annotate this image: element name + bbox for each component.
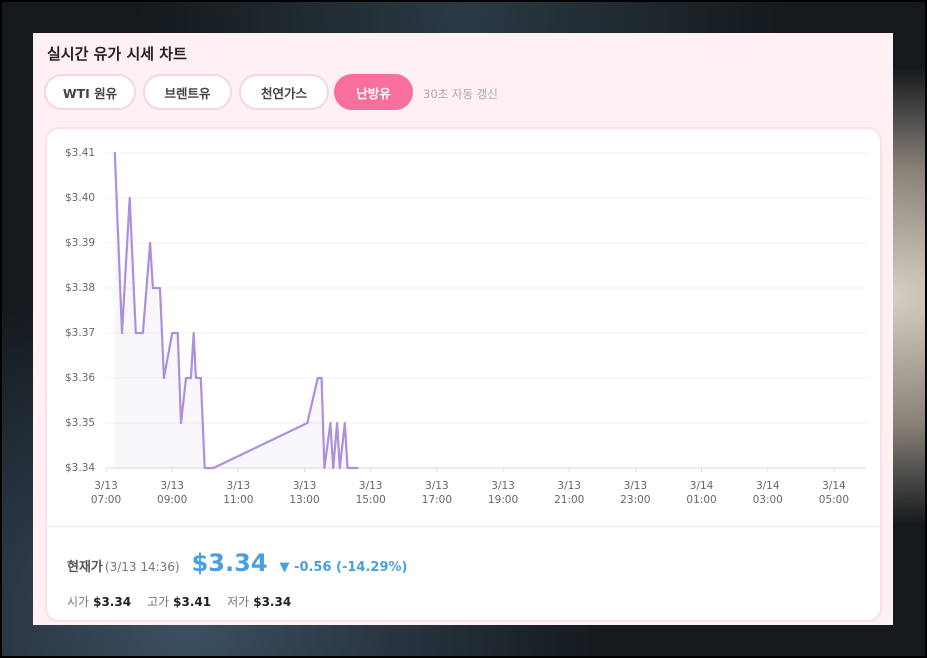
refresh-note: 30초 자동 갱신 [423,87,498,101]
stat-label: 시가 [67,595,90,609]
stat-value: $3.41 [173,595,212,609]
chart: $3.34 $3.35 $3.36 $3.37 $3.38 $3.39 $3.40 $3.41… [65,147,867,506]
chart-panel: $3.34 $3.35 $3.36 $3.37 $3.38 $3.39 $3.40 $3.41… [45,127,882,622]
x-tick-label: 3/13 15:00 [356,480,386,506]
y-tick-label: $3.39 [65,237,95,249]
y-tick-label: $3.41 [65,147,95,159]
line-area [114,153,358,468]
divider [47,526,880,527]
y-tick-label: $3.37 [65,327,95,339]
stat-value: $3.34 [93,595,132,609]
stat-value: $3.34 [253,595,292,609]
y-tick-label: $3.40 [65,192,95,204]
stat: 저가 $3.34 [227,593,291,610]
tab[interactable]: 난방유 [334,74,413,110]
y-tick-label: $3.36 [65,372,95,384]
tab[interactable]: 브렌트유 [143,74,232,110]
x-tick-label: 3/14 05:00 [819,480,849,506]
tab[interactable]: WTI 원유 [44,74,136,110]
x-tick-label: 3/14 01:00 [686,480,716,506]
tab[interactable]: 천연가스 [239,74,329,110]
stat: 고가 $3.41 [147,593,211,610]
stat-label: 저가 [227,595,250,609]
current-label: 현재가 [67,560,103,575]
stats-row: 시가 $3.34 고가 $3.41 저가 $3.34 [67,593,307,610]
line [113,151,359,470]
x-tick-label: 3/13 07:00 [91,480,121,506]
x-tick-label: 3/13 17:00 [422,480,452,506]
current-price: $3.34 [191,549,268,577]
x-tick-label: 3/13 09:00 [157,480,187,506]
current-price-row: 현재가 (3/13 14:36) $3.34 ▼ -0.56 (-14.29%) [67,549,407,577]
stat: 시가 $3.34 [67,593,131,610]
x-tick-label: 3/13 23:00 [620,480,650,506]
x-tick-label: 3/13 21:00 [554,480,584,506]
y-tick-label: $3.35 [65,417,95,429]
y-tick-label: $3.34 [65,462,95,474]
current-time: (3/13 14:36) [104,560,180,574]
chart-card: 실시간 유가 시세 차트 WTI 원유 브렌트유 천연가스 난방유 30초 자동 갱신… [33,33,893,625]
stat-label: 고가 [147,595,170,609]
x-tick-label: 3/13 19:00 [488,480,518,506]
x-tick-label: 3/13 13:00 [289,480,319,506]
x-tick-label: 3/13 11:00 [223,480,253,506]
title: 실시간 유가 시세 차트 [47,45,187,63]
price-change: ▼ -0.56 (-14.29%) [279,560,408,575]
y-tick-label: $3.38 [65,282,95,294]
x-tick-label: 3/14 03:00 [753,480,783,506]
